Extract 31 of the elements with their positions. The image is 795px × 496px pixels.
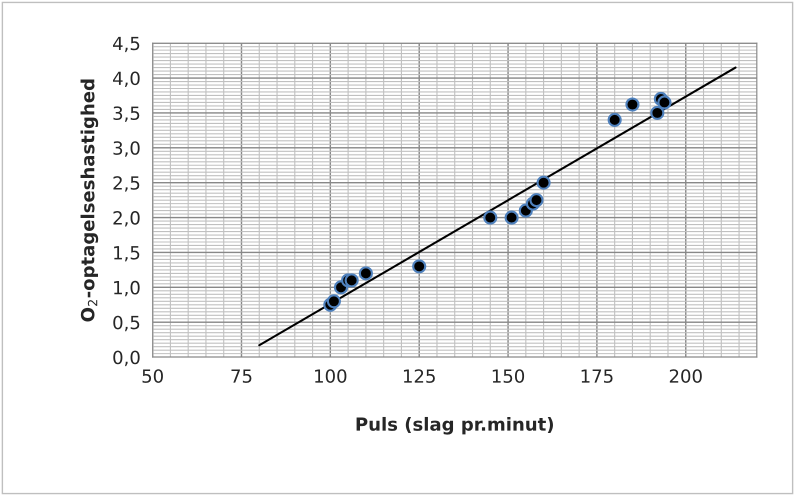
point [657,95,672,110]
point [504,210,519,225]
x-tick-label: 125 [404,369,435,383]
y-tick-label: 0,0 [113,350,140,366]
x-tick-label: 50 [142,369,163,383]
point [344,273,359,288]
y-tick-label: 4,5 [113,36,140,52]
y-tick-label: 1,5 [114,246,140,262]
point [483,210,498,225]
point [326,294,341,308]
y-tick-label: 1,0 [114,280,140,296]
y-tick-label: 2,0 [113,211,140,227]
y-tick-label: 3,5 [113,106,140,122]
point [650,106,664,120]
x-axis-title: Puls (slag pr.minut) [356,416,553,435]
point [412,259,426,274]
x-tick-label: 75 [231,369,252,383]
y-tick-label: 2,5 [113,176,140,192]
y-axis-title: O$_{2}$-optagelseshastighed [80,80,98,322]
x-tick-label: 100 [315,369,346,383]
y-tick-label: 3,0 [113,141,140,157]
point [536,176,551,190]
point [358,266,373,280]
y-tick-label: 4,0 [113,71,140,87]
x-tick-label: 200 [670,369,702,383]
x-tick-label: 175 [582,369,613,383]
point [529,193,544,208]
y-tick-label: 0,5 [113,316,140,332]
point [625,97,640,112]
point [608,112,622,127]
x-tick-label: 150 [492,369,524,383]
